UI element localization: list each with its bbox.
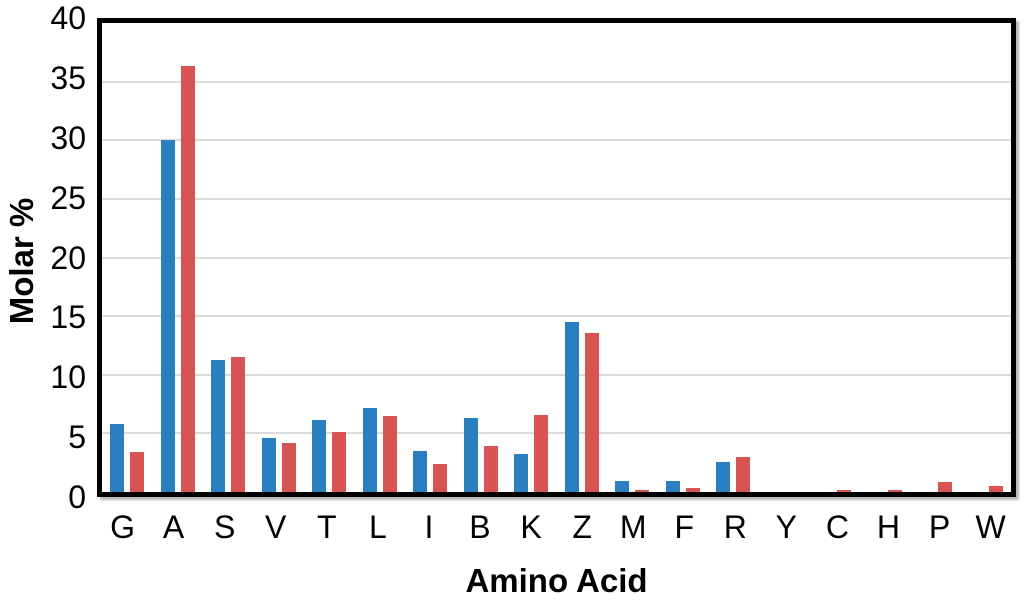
- y-tick-label: 0: [68, 479, 86, 515]
- red-series-bar-Z: [584, 332, 599, 492]
- x-category-label-S: S: [213, 509, 236, 545]
- gridline-5: [102, 432, 1011, 435]
- blue-series-bar-G: [110, 424, 125, 492]
- gridline-20: [102, 256, 1011, 259]
- y-tick-label: 40: [50, 0, 86, 36]
- x-category-label-F: F: [674, 509, 694, 545]
- x-category-label-I: I: [424, 509, 434, 545]
- blue-series-bar-M: [615, 481, 630, 492]
- x-category-label-R: R: [723, 509, 747, 545]
- y-tick-label: 20: [50, 239, 86, 276]
- x-category-label-T: T: [317, 509, 337, 545]
- blue-series-bar-L: [362, 407, 377, 492]
- bar-group-P: [910, 23, 961, 492]
- red-series-bar-T: [332, 432, 347, 492]
- bar-group-R: [708, 23, 759, 492]
- gridline-30: [102, 139, 1011, 142]
- x-category-label-L: L: [368, 509, 387, 545]
- blue-series-bar-I: [413, 450, 428, 492]
- bar-group-L: [355, 23, 406, 492]
- bar-group-G: [102, 23, 153, 492]
- red-series-bar-G: [130, 452, 145, 492]
- blue-series-bar-K: [514, 454, 529, 492]
- bar-group-V: [254, 23, 305, 492]
- x-category-label-Y: Y: [775, 509, 798, 545]
- blue-series-bar-F: [665, 481, 680, 492]
- y-tick-label: 15: [50, 299, 86, 336]
- red-series-bar-H: [887, 489, 902, 492]
- x-category-label-V: V: [265, 509, 287, 545]
- x-category-label-G: G: [110, 509, 135, 545]
- gridline-35: [102, 80, 1011, 83]
- bar-group-K: [506, 23, 557, 492]
- x-category-label-K: K: [520, 509, 542, 545]
- bar-group-I: [405, 23, 456, 492]
- blue-series-bar-B: [463, 418, 478, 492]
- red-series-bar-M: [635, 489, 650, 492]
- x-category-label-C: C: [825, 509, 849, 545]
- red-series-bar-V: [281, 442, 296, 492]
- bar-group-C: [809, 23, 860, 492]
- bar-group-T: [304, 23, 355, 492]
- x-category-label-M: M: [619, 509, 647, 545]
- blue-series-bar-S: [211, 359, 226, 492]
- y-tick-label: 35: [50, 59, 86, 96]
- red-series-bar-A: [180, 66, 195, 492]
- red-series-bar-K: [534, 414, 549, 492]
- blue-series-bar-R: [716, 461, 731, 492]
- red-series-bar-R: [736, 456, 751, 492]
- bar-group-H: [860, 23, 911, 492]
- red-series-bar-P: [938, 482, 953, 492]
- blue-series-bar-A: [160, 140, 175, 492]
- red-series-bar-I: [433, 463, 448, 492]
- blue-series-bar-Z: [564, 322, 579, 492]
- red-series-bar-L: [382, 415, 397, 492]
- y-tick-label: 10: [50, 359, 86, 396]
- red-series-bar-B: [483, 446, 498, 492]
- red-series-bar-F: [685, 488, 700, 492]
- gridline-15: [102, 315, 1011, 318]
- red-series-bar-C: [837, 489, 852, 492]
- x-category-label-P: P: [928, 509, 951, 545]
- gridline-10: [102, 373, 1011, 376]
- bar-group-Z: [557, 23, 608, 492]
- red-series-bar-S: [231, 357, 246, 492]
- bar-group-B: [456, 23, 507, 492]
- blue-series-bar-T: [312, 420, 327, 492]
- y-tick-label: 30: [50, 119, 86, 156]
- red-series-bar-W: [988, 486, 1003, 492]
- bar-group-S: [203, 23, 254, 492]
- x-category-label-B: B: [469, 509, 491, 545]
- x-category-label-A: A: [162, 509, 185, 545]
- plot-area: [97, 18, 1016, 497]
- bar-group-F: [658, 23, 709, 492]
- x-axis-title: Amino Acid: [465, 562, 648, 599]
- bar-group-A: [153, 23, 204, 492]
- x-category-label-Z: Z: [572, 509, 592, 545]
- bar-group-W: [961, 23, 1012, 492]
- y-axis-tick-labels: 0 5 10 15 20 25 30 35 40: [0, 2, 86, 513]
- y-tick-label: 5: [68, 419, 86, 456]
- x-category-label-H: H: [876, 509, 901, 545]
- gridline-25: [102, 197, 1011, 200]
- x-category-label-W: W: [975, 509, 1006, 545]
- blue-series-bar-V: [261, 438, 276, 492]
- y-tick-label: 25: [50, 179, 86, 216]
- bar-group-Y: [759, 23, 810, 492]
- bar-group-M: [607, 23, 658, 492]
- bars-layer: [102, 23, 1011, 492]
